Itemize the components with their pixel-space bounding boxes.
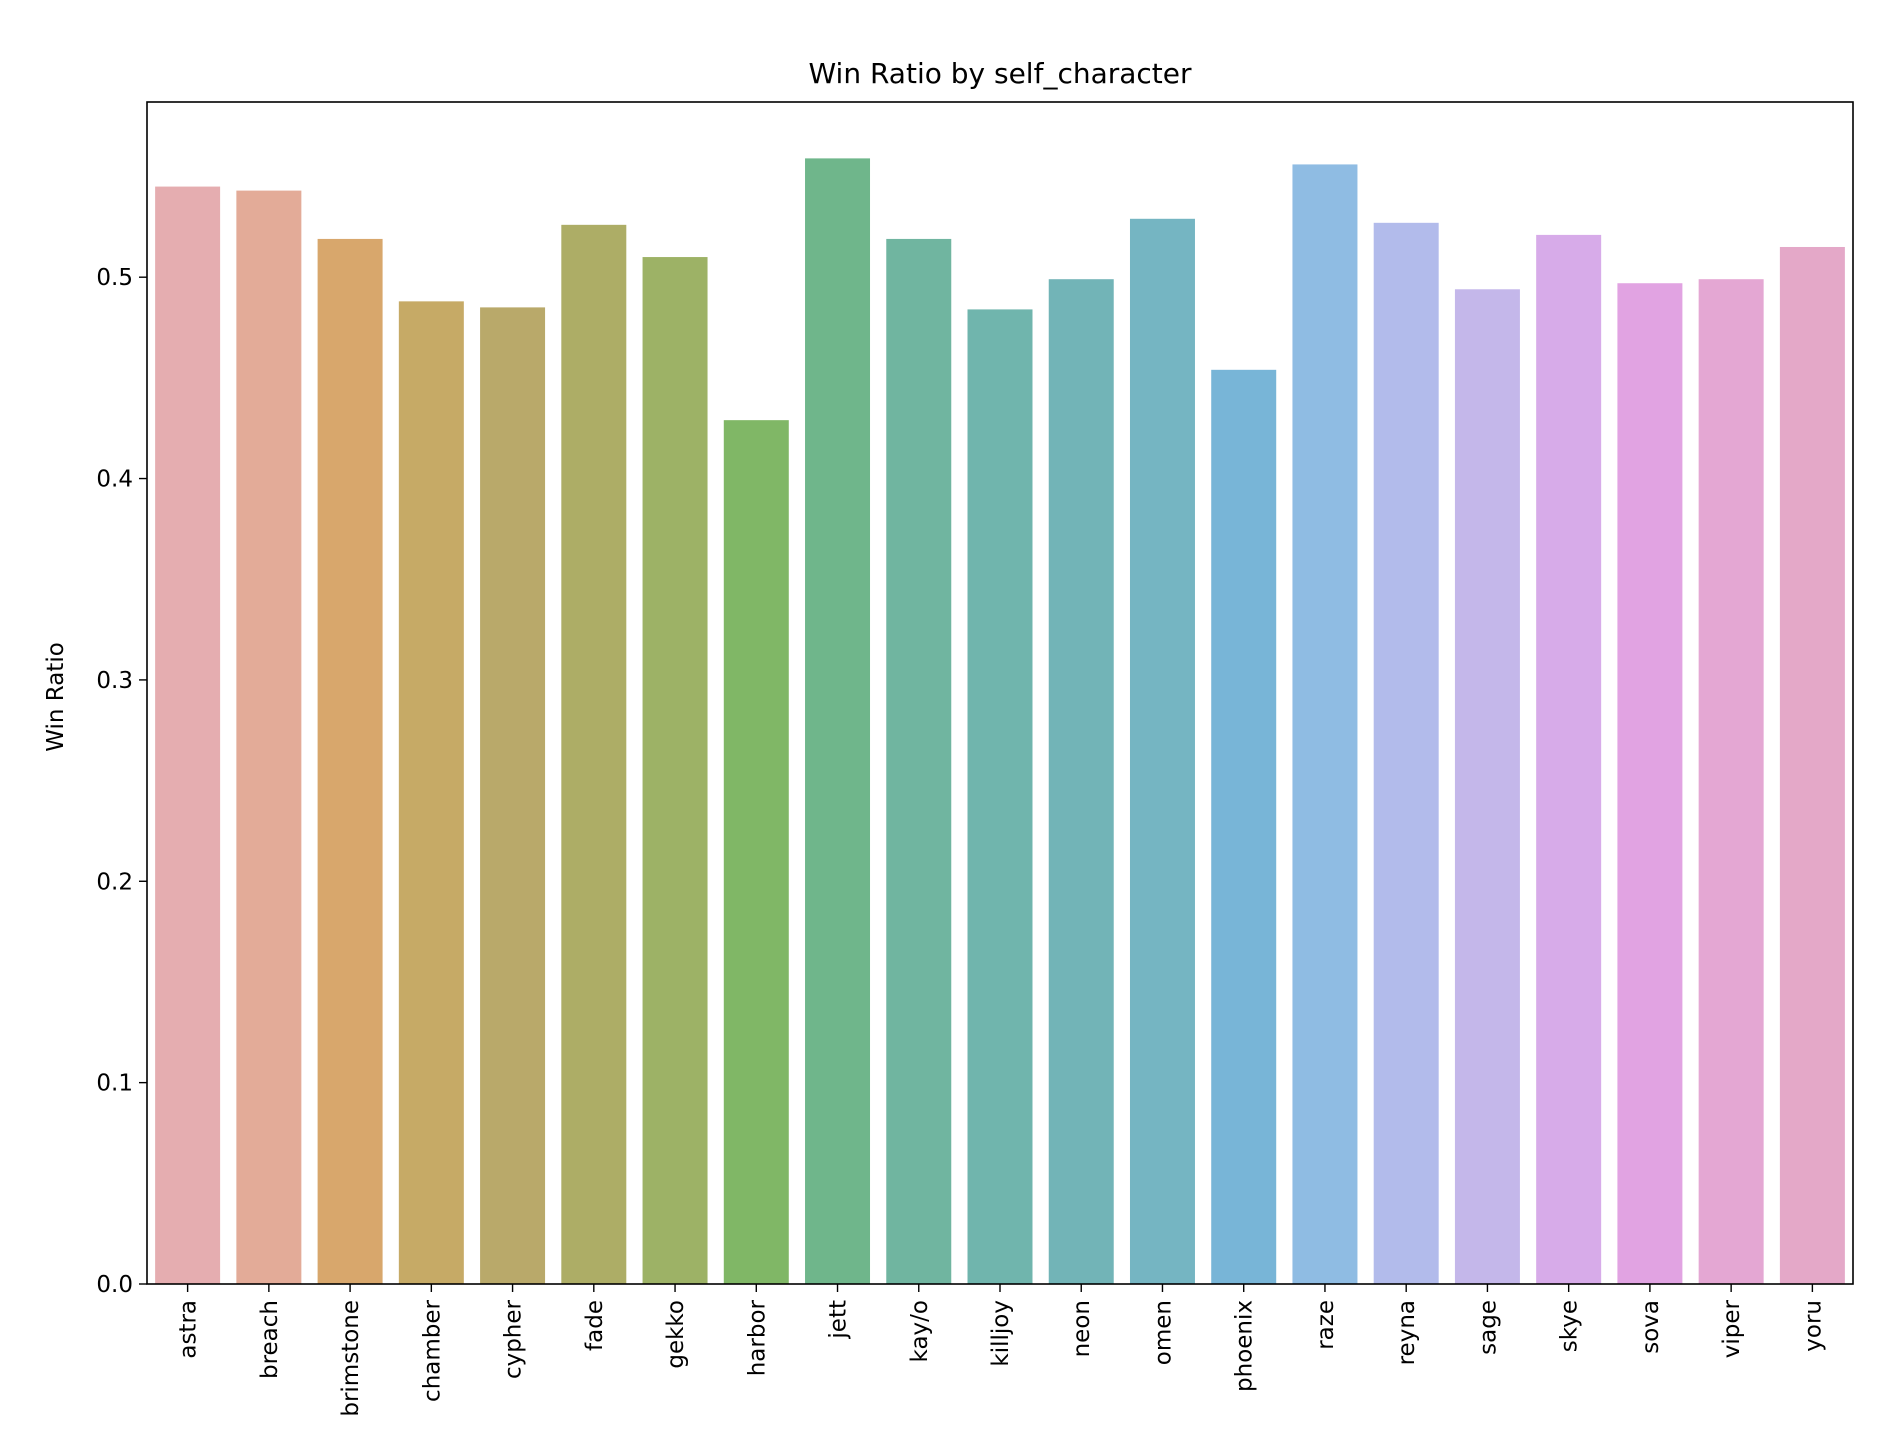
x-tick-label: harbor <box>744 1299 770 1376</box>
bar-sova <box>1617 283 1683 1284</box>
y-tick-label: 0.2 <box>96 869 133 895</box>
bar-skye <box>1536 234 1602 1284</box>
y-tick-label: 0.5 <box>96 265 133 291</box>
x-tick-label: yoru <box>1800 1300 1826 1352</box>
x-tick-label: neon <box>1069 1300 1095 1357</box>
bar-killjoy <box>967 309 1033 1284</box>
bar-breach <box>236 190 302 1285</box>
bar-kayo <box>886 238 952 1284</box>
y-tick-label: 0.3 <box>96 668 133 694</box>
x-tick-label: fade <box>582 1300 608 1351</box>
x-tick-label: skye <box>1557 1300 1583 1352</box>
bar-chamber <box>398 301 464 1284</box>
x-tick-label: cypher <box>501 1299 527 1379</box>
y-axis-label: Win Ratio <box>43 642 69 752</box>
x-tick-label: breach <box>257 1300 283 1379</box>
x-tick-label: jett <box>826 1300 852 1340</box>
x-tick-label: raze <box>1313 1300 1339 1350</box>
x-tick-label: sova <box>1638 1300 1664 1354</box>
x-tick-label: chamber <box>419 1299 445 1401</box>
x-tick-label: kay/o <box>907 1300 933 1362</box>
x-tick-label: sage <box>1475 1300 1501 1355</box>
x-axis-ticks: astra breach brimstone chamber cypher fade gek… <box>176 1284 1826 1417</box>
bars-group <box>155 158 1845 1285</box>
bar-raze <box>1292 164 1358 1284</box>
y-tick-label: 0.0 <box>96 1272 133 1298</box>
y-tick-label: 0.4 <box>96 467 133 493</box>
bar-gekko <box>642 257 708 1284</box>
plot-frame <box>146 101 1854 1285</box>
bar-neon <box>1048 279 1114 1284</box>
bar-phoenix <box>1211 369 1277 1284</box>
bar-cypher <box>480 307 546 1284</box>
bar-yoru <box>1779 246 1845 1285</box>
x-tick-label: viper <box>1719 1299 1745 1358</box>
bar-omen <box>1129 218 1195 1284</box>
bar-viper <box>1698 279 1764 1284</box>
chart-title: Win Ratio by self_character <box>808 57 1192 90</box>
y-axis-ticks: 0.0 0.1 0.2 0.3 0.4 0.5 <box>96 265 147 1298</box>
y-tick-label: 0.1 <box>96 1071 133 1097</box>
bar-harbor <box>723 420 789 1284</box>
x-tick-label: reyna <box>1394 1300 1420 1365</box>
x-tick-label: omen <box>1150 1300 1176 1365</box>
x-tick-label: astra <box>176 1300 202 1359</box>
x-tick-label: gekko <box>663 1300 689 1369</box>
x-tick-label: phoenix <box>1232 1300 1258 1392</box>
bar-reyna <box>1373 222 1439 1284</box>
bar-jett <box>805 158 871 1285</box>
bar-fade <box>561 224 627 1285</box>
x-tick-label: killjoy <box>988 1300 1014 1367</box>
bar-sage <box>1454 289 1520 1284</box>
bar-astra <box>155 186 221 1285</box>
bar-brimstone <box>317 238 383 1284</box>
x-tick-label: brimstone <box>338 1300 364 1417</box>
